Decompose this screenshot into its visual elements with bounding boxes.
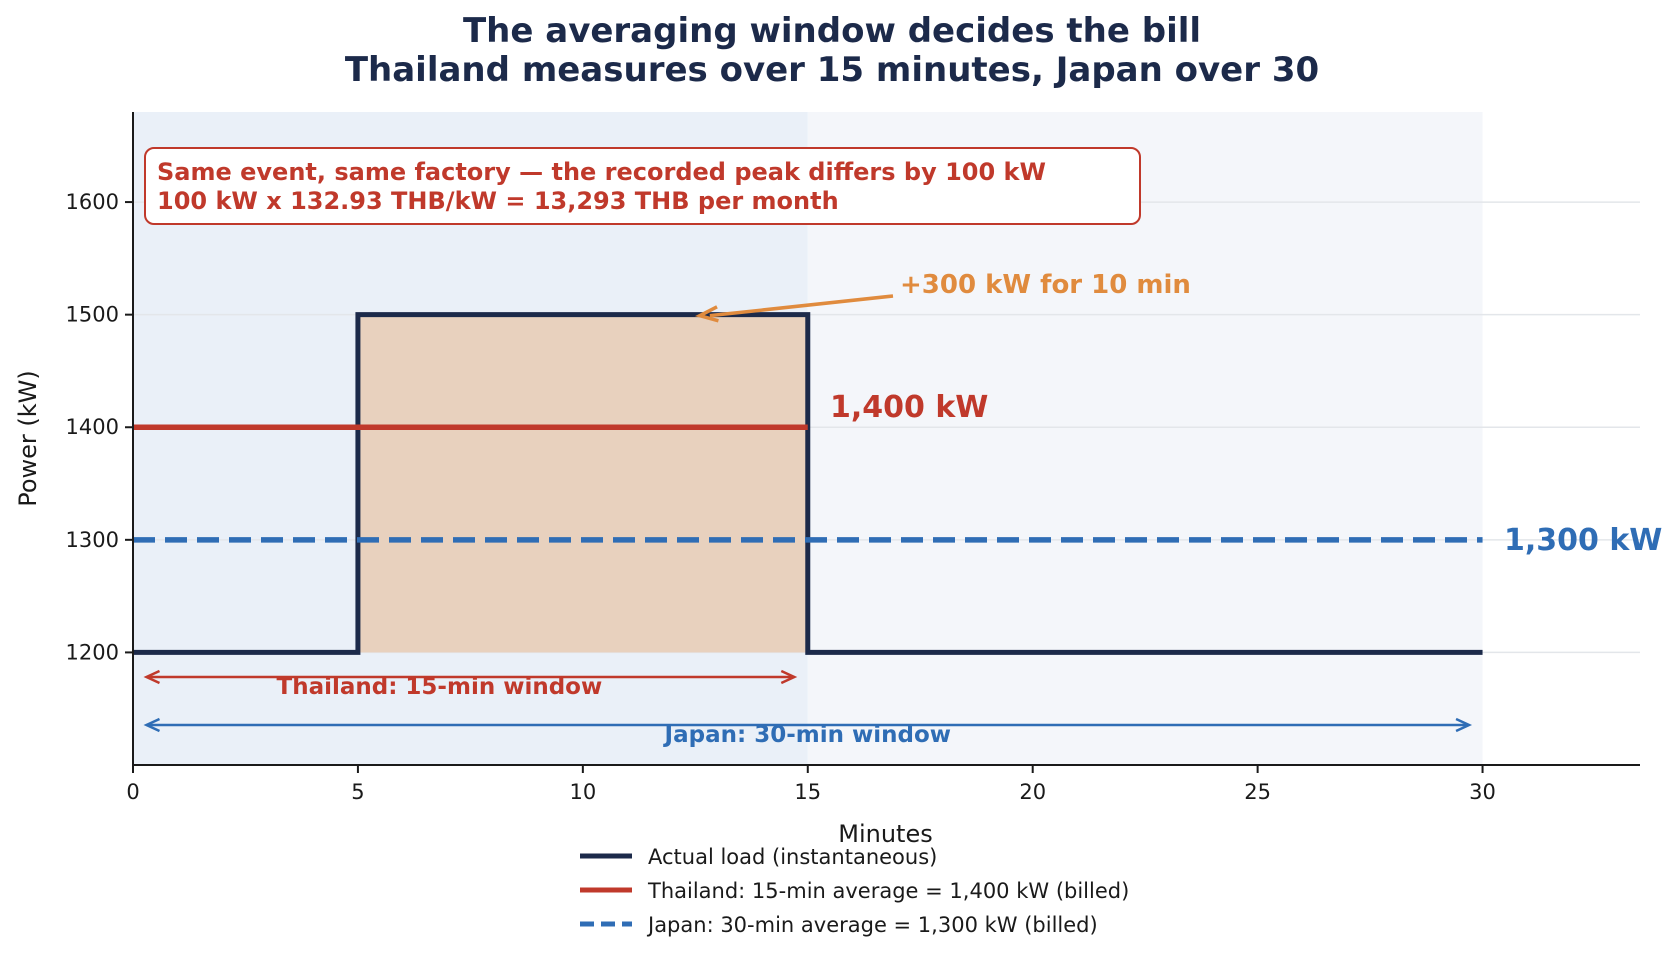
chart-title-line-2: Thailand measures over 15 minutes, Japan… — [345, 50, 1319, 90]
thailand-window-arrow-left-head — [143, 669, 161, 685]
japan-value-label: 1,300 kW — [1504, 523, 1662, 558]
thailand-window-arrow-right-head — [780, 669, 798, 685]
y-tick-label-1600: 1600 — [66, 190, 119, 214]
thailand-value-label: 1,400 kW — [830, 390, 988, 425]
spike-label: +300 kW for 10 min — [900, 270, 1191, 300]
x-tick-label-25: 25 — [1244, 780, 1271, 804]
excess-load-area — [357, 314, 808, 653]
annotation-box — [144, 147, 1141, 225]
japan-window-arrow-right-head — [1455, 717, 1473, 733]
spike-arrow-shaft — [709, 294, 894, 318]
y-axis-label: Power (kW) — [14, 370, 42, 507]
y-tick-label-1300: 1300 — [66, 528, 119, 552]
y-tick-label-1500: 1500 — [66, 303, 119, 327]
x-tick-label-0: 0 — [126, 780, 139, 804]
legend-label-2: Japan: 30-min average = 1,300 kW (billed… — [646, 913, 1098, 937]
y-tick-label-1400: 1400 — [66, 415, 119, 439]
x-axis-label: Minutes — [838, 820, 932, 848]
japan-window-arrow-left-head — [143, 717, 161, 733]
annotation-box-line-1: Same event, same factory — the recorded … — [157, 158, 1046, 186]
x-tick-label-15: 15 — [794, 780, 821, 804]
x-tick-label-5: 5 — [351, 780, 364, 804]
chart-title-line-1: The averaging window decides the bill — [463, 11, 1201, 51]
thailand-window-label: Thailand: 15-min window — [277, 674, 603, 700]
japan-window-label: Japan: 30-min window — [663, 722, 951, 748]
legend-label-0: Actual load (instantaneous) — [648, 845, 937, 869]
actual-load-line — [133, 312, 1483, 655]
y-tick-label-1200: 1200 — [66, 640, 119, 664]
spike-arrow-head — [695, 305, 719, 323]
x-tick-label-20: 20 — [1019, 780, 1046, 804]
x-tick-label-10: 10 — [569, 780, 596, 804]
x-tick-label-30: 30 — [1469, 780, 1496, 804]
legend-label-1: Thailand: 15-min average = 1,400 kW (bil… — [647, 879, 1129, 903]
annotation-box-line-2: 100 kW x 132.93 THB/kW = 13,293 THB per … — [157, 187, 839, 215]
